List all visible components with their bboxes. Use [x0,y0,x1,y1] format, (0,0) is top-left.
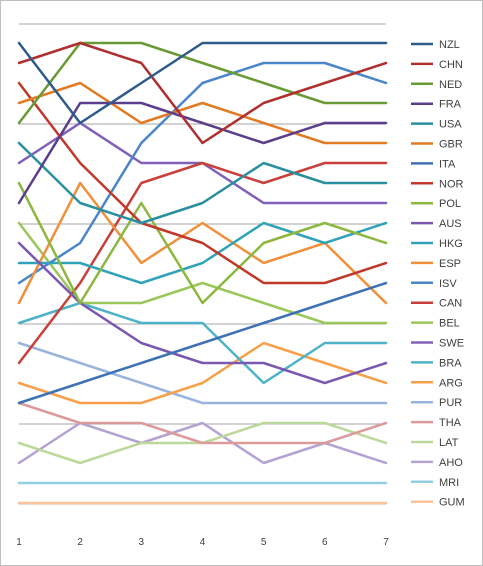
legend-label-gum: GUM [439,497,465,509]
legend-label-aus: AUS [439,218,462,230]
series-line-usa [17,141,388,225]
legend-label-ita: ITA [439,158,456,170]
series-line-gbr [17,81,388,145]
series-line-nor [17,81,388,285]
series-line-isv [17,61,388,285]
legend-label-nzl: NZL [439,39,460,51]
x-tick-label: 5 [261,537,267,548]
series-line-fra [17,101,388,205]
series-line-chn [17,41,388,145]
legend-label-ned: NED [439,79,462,91]
legend-label-swe: SWE [439,338,464,350]
legend: NZL CHN NED FRA USA GBR ITA NOR POL AUS HKG ESP ISV C… [411,39,465,509]
series-line-nzl [17,41,388,125]
legend-label-pol: POL [439,198,461,210]
legend-label-esp: ESP [439,258,461,270]
x-tick-label: 6 [322,537,328,548]
legend-label-can: CAN [439,298,462,310]
legend-label-chn: CHN [439,59,463,71]
series-line-bel [17,221,388,325]
legend-label-hkg: HKG [439,238,463,250]
legend-label-arg: ARG [439,377,463,389]
series-line-can [17,161,388,365]
x-tick-label: 4 [200,537,206,548]
legend-label-bel: BEL [439,318,460,330]
series-line-tha [17,401,388,445]
legend-label-isv: ISV [439,278,457,290]
series-lines [17,41,388,505]
series-line-pur [17,341,388,405]
x-tick-label: 1 [16,537,22,548]
legend-label-usa: USA [439,119,462,131]
legend-label-bra: BRA [439,357,462,369]
series-line-arg [17,341,388,405]
legend-label-tha: THA [439,417,462,429]
legend-label-nor: NOR [439,178,464,190]
legend-label-gbr: GBR [439,139,463,151]
legend-label-aho: AHO [439,457,463,469]
series-line-ita [17,281,388,405]
legend-label-pur: PUR [439,397,462,409]
x-tick-label: 3 [139,537,145,548]
legend-label-fra: FRA [439,99,462,111]
series-line-hkg [17,221,388,285]
x-tick-label: 7 [383,537,389,548]
legend-label-mri: MRI [439,477,459,489]
legend-label-lat: LAT [439,437,459,449]
x-tick-label: 2 [77,537,83,548]
x-axis-ticks: 1 2 3 4 5 6 7 [16,537,389,548]
series-line-pol [17,181,388,305]
